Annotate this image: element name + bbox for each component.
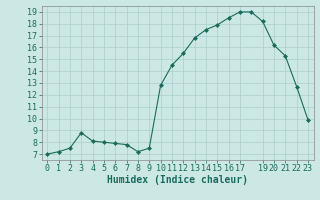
X-axis label: Humidex (Indice chaleur): Humidex (Indice chaleur) [107, 175, 248, 185]
